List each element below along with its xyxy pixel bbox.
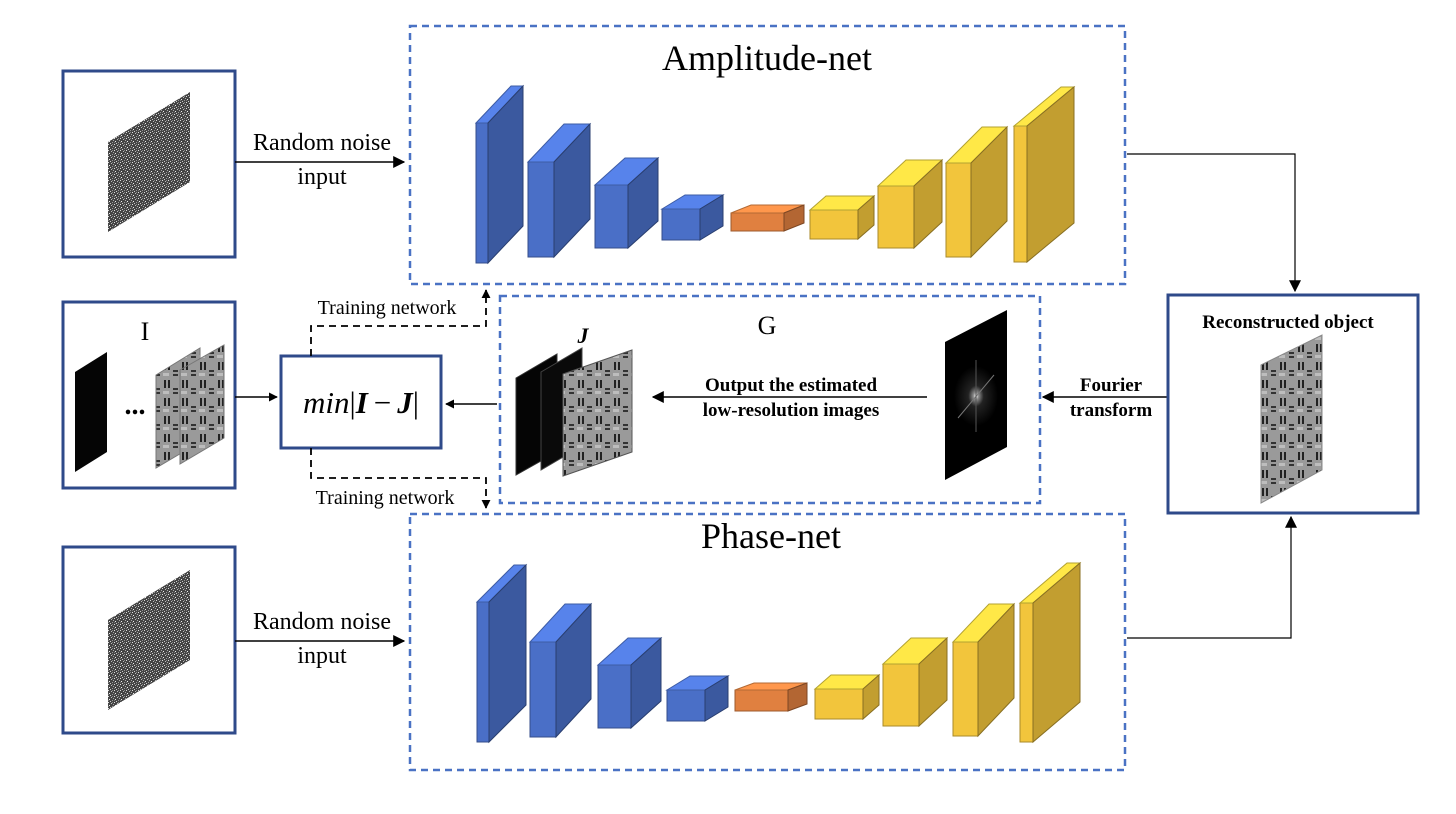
phase-noise-input-box <box>61 545 237 735</box>
ellipsis: ... <box>125 390 146 421</box>
amplitude-layer-2-encoder-side <box>553 122 591 259</box>
estimate-label: J <box>577 323 590 348</box>
phase-layer-8-decoder-front <box>952 641 979 737</box>
amplitude-noise-input-box <box>61 69 237 259</box>
phase-layer-4-encoder <box>665 675 730 722</box>
phase-to-reconstructed-line <box>1127 515 1297 639</box>
forward-model-box: G J Output the estimated low-resolution … <box>498 294 1042 505</box>
loss-box: min|I − J| <box>279 354 443 450</box>
noise-image-icon <box>108 92 190 232</box>
phase-layer-9-decoder-side <box>1032 561 1081 744</box>
amplitude-layer-5-bottleneck-side <box>783 204 805 232</box>
amplitude-layer-1-encoder <box>474 84 525 265</box>
amplitude-input-label-line2: input <box>297 164 347 190</box>
training-arrow-bottom <box>310 448 491 509</box>
amplitude-layer-9-decoder-front <box>1013 125 1028 263</box>
phase-layer-6-decoder-front <box>814 688 864 720</box>
phase-layer-1-encoder-side <box>488 563 527 744</box>
amplitude-layer-8-decoder-front <box>945 162 972 258</box>
phase-layer-5-bottleneck-front <box>734 689 789 712</box>
phase-net-box: Phase-net <box>408 512 1127 772</box>
amplitude-layer-6-decoder-side <box>857 194 875 241</box>
amplitude-layer-7-decoder <box>876 158 944 250</box>
phase-layer-6-decoder <box>813 673 881 721</box>
phase-layer-8-decoder-side <box>977 602 1015 738</box>
amplitude-layer-5-bottleneck <box>730 204 805 232</box>
phase-layer-7-decoder-front <box>882 663 920 727</box>
noise-image-icon <box>108 570 190 710</box>
phase-layer-5-bottleneck-side <box>787 682 808 712</box>
amplitude-layer-7-decoder-side <box>913 158 943 250</box>
training-label-top: Training network <box>318 297 457 319</box>
training-arrow-top <box>310 289 491 356</box>
phase-layer-9-decoder-front <box>1019 602 1034 743</box>
phase-layer-2-encoder <box>528 602 593 739</box>
low-res-image-icon <box>179 344 225 465</box>
amplitude-layer-6-decoder-front <box>809 209 859 240</box>
reconstructed-image-icon <box>1260 334 1323 504</box>
fourier-label-line1: Fourier <box>1080 375 1143 396</box>
measurements-box: I ... <box>61 300 237 490</box>
measurements-label: I <box>141 317 150 346</box>
phase-layer-2-encoder-side <box>555 602 592 739</box>
phase-layer-1-encoder <box>475 563 528 744</box>
amplitude-layer-7-decoder-front <box>877 185 915 249</box>
amplitude-net-box: Amplitude-net <box>408 24 1127 286</box>
forward-model-label: G <box>758 311 777 340</box>
amplitude-layer-3-encoder <box>593 156 660 250</box>
amplitude-layer-9-decoder-side <box>1026 85 1075 264</box>
phase-input-label-line1: Random noise <box>253 609 391 635</box>
phase-layer-4-encoder-side <box>704 675 729 722</box>
phase-layer-3-encoder <box>596 636 663 730</box>
amplitude-layer-5-bottleneck-front <box>730 212 785 232</box>
phase-layer-2-encoder-front <box>529 641 557 738</box>
amplitude-layer-4-encoder-side <box>699 194 724 241</box>
loss-formula: min|I − J| <box>303 385 419 420</box>
phase-layer-9-decoder <box>1018 561 1082 744</box>
phase-net-title: Phase-net <box>701 516 841 556</box>
amplitude-layer-9-decoder <box>1012 85 1076 264</box>
fourier-spectrum-image <box>945 310 1007 480</box>
reconstructed-object-box: Reconstructed object <box>1166 293 1420 515</box>
amplitude-net-title: Amplitude-net <box>662 38 872 78</box>
amplitude-to-reconstructed-line <box>1127 153 1301 293</box>
dark-image-icon <box>75 352 107 472</box>
amplitude-layer-2-encoder-front <box>527 161 555 258</box>
amplitude-layer-2-encoder <box>526 122 592 259</box>
phase-layer-6-decoder-side <box>862 673 880 721</box>
amplitude-layer-1-encoder-side <box>487 84 524 265</box>
amplitude-layer-8-decoder <box>944 125 1009 259</box>
phase-layer-4-encoder-front <box>666 689 706 722</box>
phase-layer-7-decoder <box>881 636 949 728</box>
output-label-line1: Output the estimated <box>705 375 877 396</box>
reconstructed-title: Reconstructed object <box>1202 312 1374 333</box>
training-label-bottom: Training network <box>316 487 455 509</box>
amplitude-layer-1-encoder-front <box>475 122 489 264</box>
phase-layer-8-decoder <box>951 602 1016 738</box>
amplitude-layer-4-encoder-front <box>661 208 701 241</box>
phase-layer-3-encoder-side <box>630 636 662 730</box>
amplitude-input-label-line1: Random noise <box>253 130 391 156</box>
phase-layer-7-decoder-side <box>918 636 948 728</box>
phase-net-layers <box>475 561 1082 744</box>
amplitude-layer-3-encoder-side <box>627 156 659 250</box>
phase-layer-1-encoder-front <box>476 601 490 743</box>
fourier-label-line2: transform <box>1070 400 1152 421</box>
amplitude-net-layers <box>474 84 1076 265</box>
phase-layer-5-bottleneck <box>734 682 808 712</box>
amplitude-layer-8-decoder-side <box>970 125 1008 259</box>
amplitude-layer-4-encoder <box>660 194 725 241</box>
amplitude-layer-3-encoder-front <box>594 184 629 249</box>
amplitude-layer-6-decoder <box>808 194 876 241</box>
estimated-image-icon <box>562 349 633 477</box>
output-label-line2: low-resolution images <box>703 400 879 421</box>
phase-layer-3-encoder-front <box>597 664 632 729</box>
phase-input-label-line2: input <box>297 643 347 669</box>
